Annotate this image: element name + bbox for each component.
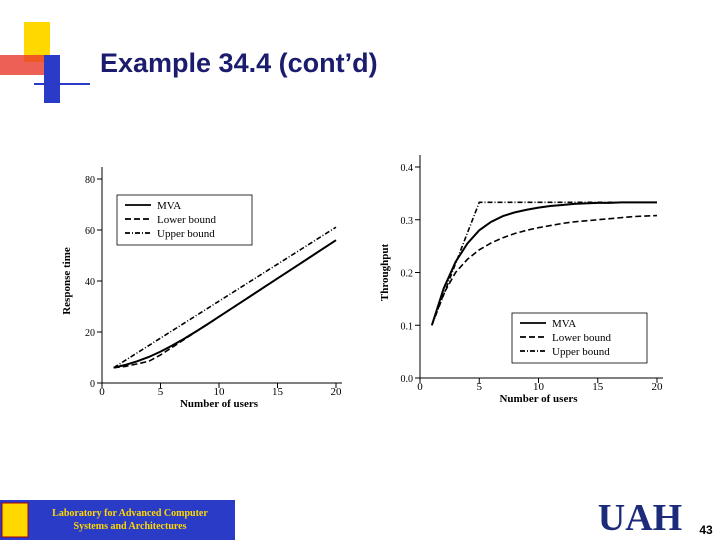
legend-label: Lower bound bbox=[552, 332, 611, 344]
x-axis-label: Number of users bbox=[499, 393, 578, 405]
series-line bbox=[431, 201, 657, 326]
logo: UAH bbox=[598, 497, 682, 539]
y-tick-label: 0 bbox=[90, 379, 95, 390]
lab-line: Laboratory for Advanced Computer bbox=[52, 508, 208, 519]
deco-blue bbox=[44, 55, 60, 103]
x-tick-label: 5 bbox=[158, 386, 164, 398]
lab-icon bbox=[1, 502, 29, 538]
legend-label: Upper bound bbox=[157, 228, 215, 240]
legend-box bbox=[116, 194, 253, 246]
y-tick-label: 0.4 bbox=[401, 163, 414, 174]
x-tick-label: 0 bbox=[417, 381, 423, 393]
y-tick-label: 0.3 bbox=[401, 216, 414, 227]
lab-banner bbox=[0, 500, 235, 540]
x-tick-label: 0 bbox=[99, 386, 105, 398]
legend-label: Lower bound bbox=[157, 214, 216, 226]
x-tick-label: 10 bbox=[214, 386, 226, 398]
page-number: 43 bbox=[699, 523, 713, 537]
y-tick-label: 20 bbox=[85, 328, 95, 339]
legend-label: MVA bbox=[552, 318, 576, 330]
x-tick-label: 20 bbox=[331, 386, 343, 398]
series-line bbox=[113, 239, 337, 369]
legend-label: MVA bbox=[157, 200, 181, 212]
legend-box bbox=[511, 312, 648, 364]
x-tick-label: 20 bbox=[652, 381, 664, 393]
x-tick-label: 15 bbox=[592, 381, 604, 393]
series-line bbox=[113, 226, 337, 369]
x-tick-label: 5 bbox=[477, 381, 483, 393]
series-line bbox=[113, 239, 337, 369]
y-tick-label: 60 bbox=[85, 226, 95, 237]
legend-label: Upper bound bbox=[552, 346, 610, 358]
x-tick-label: 10 bbox=[533, 381, 545, 393]
y-tick-label: 80 bbox=[85, 175, 95, 186]
y-tick-label: 40 bbox=[85, 277, 95, 288]
slide-title: Example 34.4 (cont’d) bbox=[100, 48, 378, 78]
x-axis-label: Number of users bbox=[180, 398, 259, 410]
deco-red bbox=[0, 55, 48, 75]
y-tick-label: 0.1 bbox=[401, 321, 414, 332]
y-tick-label: 0.0 bbox=[401, 374, 414, 385]
series-line bbox=[431, 214, 658, 326]
x-tick-label: 15 bbox=[272, 386, 284, 398]
series-line bbox=[430, 201, 657, 326]
y-tick-label: 0.2 bbox=[401, 269, 414, 280]
y-axis-label: Throughput bbox=[379, 244, 391, 302]
lab-line: Systems and Architectures bbox=[74, 521, 187, 532]
y-axis-label: Response time bbox=[61, 247, 73, 315]
